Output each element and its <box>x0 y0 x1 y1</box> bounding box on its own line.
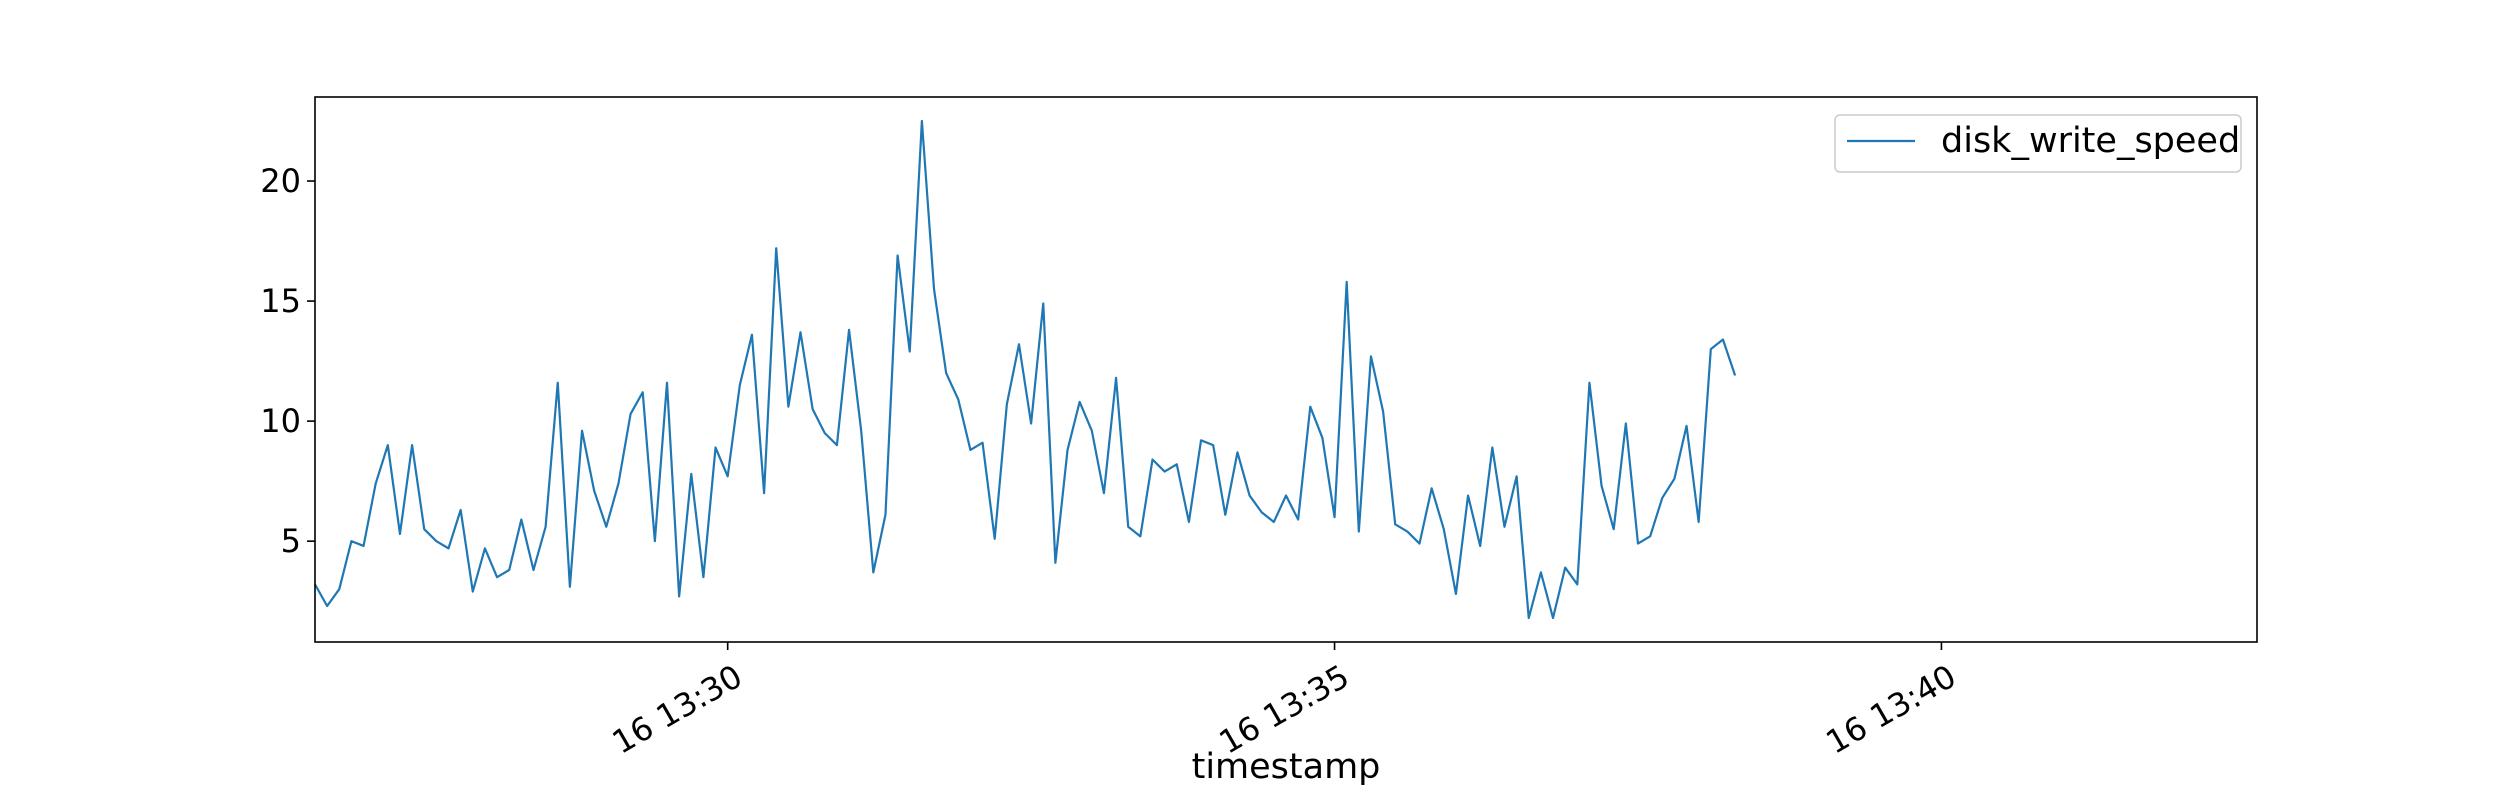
legend: disk_write_speed <box>1834 114 2242 173</box>
y-tick-label-10: 10 <box>260 402 301 440</box>
x-axis-label: timestamp <box>1192 747 1381 787</box>
y-tick-label-20: 20 <box>260 162 301 200</box>
plot-frame <box>314 96 2258 643</box>
plot-area <box>314 96 2258 643</box>
y-tick-label-5: 5 <box>281 522 301 560</box>
legend-box <box>1834 114 2242 173</box>
series-line-disk-write-speed <box>314 119 1737 620</box>
y-tick-label-15: 15 <box>260 282 301 320</box>
y-axis: 5 10 15 20 <box>260 162 315 560</box>
legend-label-disk-write-speed: disk_write_speed <box>1941 121 2240 161</box>
